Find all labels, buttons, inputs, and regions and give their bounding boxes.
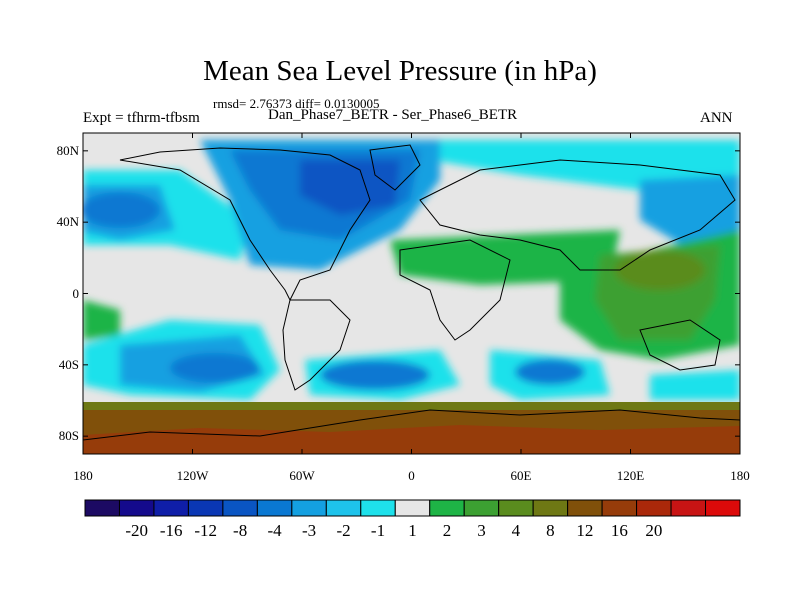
antarctic-high-inner — [83, 425, 740, 454]
x-tick-label: 120W — [176, 468, 209, 483]
y-tick-label: 40N — [56, 214, 79, 230]
antarctica-coast — [83, 409, 740, 441]
southern-east-low — [650, 370, 740, 400]
eurasia-coast — [419, 159, 736, 271]
colorbar-swatch — [84, 499, 120, 517]
coastlines — [83, 144, 740, 441]
colorbar-swatch — [705, 499, 741, 517]
colorbar-swatch — [360, 499, 396, 517]
colorbar-swatch — [291, 499, 327, 517]
season-label: ANN — [700, 110, 733, 126]
x-tick-label: 180 — [73, 468, 93, 483]
north-america-coast — [119, 147, 371, 302]
colorbar-swatch — [153, 499, 189, 517]
x-tick-label: 0 — [408, 468, 415, 483]
southern-pacific-low-core — [170, 353, 260, 383]
colorbar-swatch — [567, 499, 603, 517]
colorbar-swatch — [256, 499, 293, 517]
plot-title: Mean Sea Level Pressure (in hPa) — [203, 55, 597, 87]
x-tick-label: 60E — [510, 468, 532, 483]
colorbar-tick-label: 12 — [576, 521, 594, 540]
y-tick-label: 40S — [58, 356, 79, 372]
colorbar-swatch — [187, 499, 224, 517]
experiment-label: Expt = tfhrm-tfbsm — [83, 110, 200, 126]
colorbar-tick-label: -8 — [233, 521, 248, 540]
colorbar-swatch — [429, 499, 465, 517]
rmsd-diff-stats: rmsd= 2.76373 diff= 0.0130005 — [213, 96, 380, 111]
colorbar-tick-label: 4 — [511, 521, 521, 540]
east-asia-low — [640, 175, 740, 250]
colorbar-tick-label: -3 — [301, 521, 317, 540]
colorbar-tick-label: 2 — [442, 521, 452, 540]
colorbar-swatch — [325, 499, 362, 517]
x-tick-label: 120E — [616, 468, 645, 483]
colorbar-tick-label: -4 — [267, 521, 282, 540]
colorbar-swatch — [670, 499, 707, 517]
north-pacific-low-core — [83, 192, 160, 228]
colorbar-tick-label: -12 — [194, 521, 217, 540]
colorbar — [84, 499, 741, 517]
colorbar-swatch — [636, 499, 672, 517]
colorbar-swatch — [601, 499, 638, 517]
east-pacific-high-region — [83, 300, 120, 340]
indo-pacific-high-inner — [615, 250, 705, 290]
colorbar-tick-label: -2 — [336, 521, 351, 540]
colorbar-swatch — [532, 499, 569, 517]
colorbar-tick-label: -1 — [370, 521, 386, 540]
australia-coast — [639, 319, 721, 371]
colorbar-tick-label: 3 — [477, 521, 486, 540]
arctic-low-region — [180, 140, 740, 190]
y-tick-label: 80S — [58, 428, 79, 444]
colorbar-tick-label: -20 — [125, 521, 149, 540]
pressure-field — [83, 140, 740, 454]
colorbar-swatch — [463, 499, 500, 517]
colorbar-swatch — [222, 499, 258, 517]
y-tick-label: 0 — [72, 285, 80, 301]
greenland-coast — [369, 144, 421, 191]
colorbar-tick-label: 20 — [645, 521, 663, 540]
south-america-coast — [282, 299, 351, 391]
case-comparison-label: Dan_Phase7_BETR - Ser_Phase6_BETR — [268, 107, 518, 123]
africa-coast — [399, 239, 511, 341]
colorbar-tick-label: 8 — [546, 521, 555, 540]
colorbar-tick-label: 1 — [408, 521, 417, 540]
colorbar-swatch — [118, 499, 155, 517]
x-tick-label: 60W — [289, 468, 315, 483]
y-tick-label: 80N — [56, 142, 79, 158]
colorbar-swatch — [498, 499, 534, 517]
colorbar-tick-label: -16 — [159, 521, 183, 540]
axis-ticks — [82, 133, 741, 454]
colorbar-swatch — [394, 499, 431, 517]
southern-indian-low-core — [515, 359, 585, 385]
southern-atlantic-low-core — [320, 360, 430, 390]
colorbar-tick-label: 16 — [610, 521, 628, 540]
x-tick-label: 180 — [730, 468, 750, 483]
